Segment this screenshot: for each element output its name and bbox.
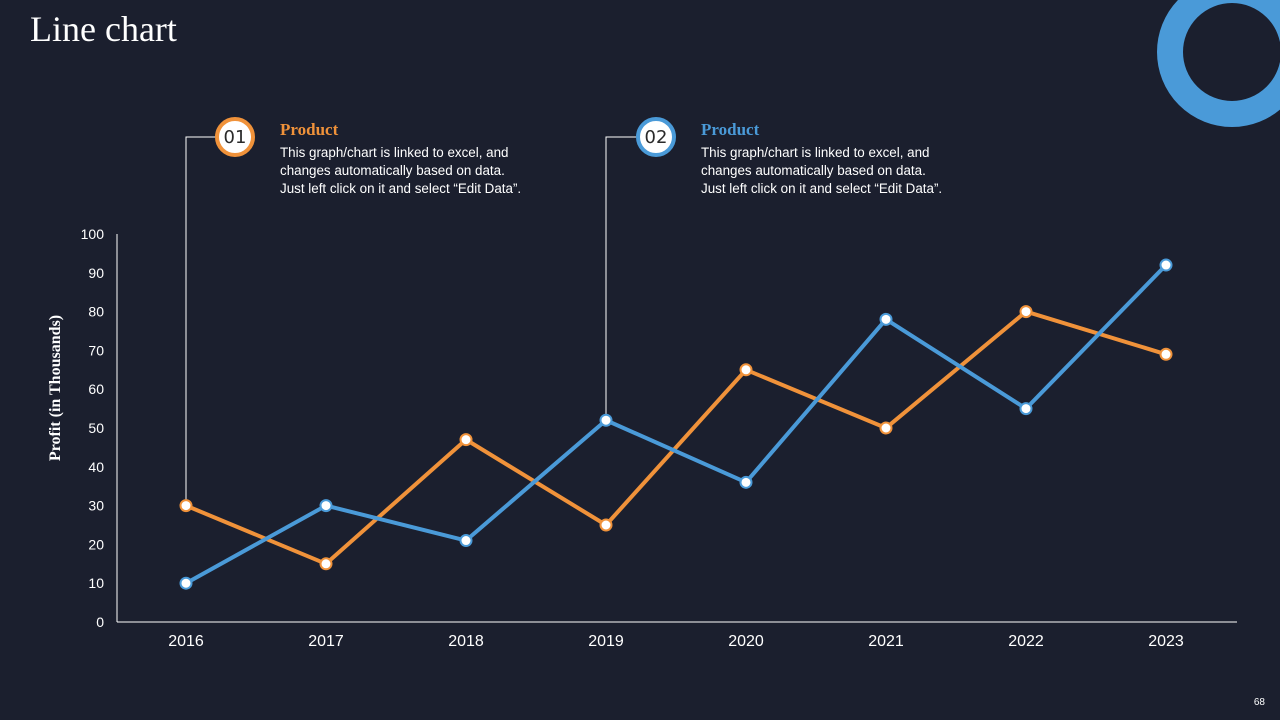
x-tick-label: 2020 <box>728 633 764 650</box>
callout-1-line-2: changes automatically based on data. <box>280 163 505 178</box>
y-tick-label: 70 <box>88 342 104 358</box>
page-number: 68 <box>1253 697 1265 708</box>
series-1-point <box>319 557 333 571</box>
series-1-line <box>184 309 1168 566</box>
callout-connectors <box>185 136 636 506</box>
x-tick-label: 2021 <box>868 633 904 650</box>
x-tick-label: 2016 <box>168 633 204 650</box>
series-2-point <box>319 499 333 513</box>
callout-1-line-1: This graph/chart is linked to excel, and <box>280 145 509 160</box>
y-tick-label: 30 <box>88 498 104 514</box>
chart-labels: 0 10 20 30 40 50 60 70 80 90 100 2016 2017 2018 2019 20… <box>47 226 1184 650</box>
series-1-point <box>1019 305 1033 319</box>
y-tick-label: 50 <box>88 420 104 436</box>
x-tick-label: 2022 <box>1008 633 1044 650</box>
series-1-point <box>739 363 753 377</box>
callout-2-line-3: Just left click on it and select “Edit D… <box>701 181 943 196</box>
y-tick-label: 0 <box>96 614 104 630</box>
series-2-point <box>1159 258 1173 272</box>
callout-2-line-2: changes automatically based on data. <box>701 163 926 178</box>
callout-1-number-badge: 01 <box>215 117 255 157</box>
callout-2-line-1: This graph/chart is linked to excel, and <box>701 145 930 160</box>
series-2-point <box>879 312 893 326</box>
y-tick-label: 90 <box>88 265 104 281</box>
x-tick-label: 2023 <box>1148 633 1184 650</box>
series-2-point <box>179 576 193 590</box>
y-tick-label: 20 <box>88 536 104 552</box>
callout-2-connector <box>605 136 636 421</box>
y-tick-label: 80 <box>88 304 104 320</box>
y-tick-label: 60 <box>88 381 104 397</box>
series-1-point <box>879 421 893 435</box>
callout-2-number-badge: 02 <box>636 117 676 157</box>
series-2-line <box>184 263 1168 586</box>
series-1-point <box>1159 347 1173 361</box>
chart-series-lines <box>184 263 1168 586</box>
series-2-point <box>739 475 753 489</box>
series-1-point <box>459 433 473 447</box>
x-tick-label: 2017 <box>308 633 344 650</box>
y-tick-label: 100 <box>81 226 105 242</box>
callout-1-number: 01 <box>223 126 247 148</box>
callout-2-description: This graph/chart is linked to excel, and… <box>701 144 1001 198</box>
x-tick-label: 2019 <box>588 633 624 650</box>
chart-points <box>179 258 1173 590</box>
series-1-point <box>599 518 613 532</box>
callout-1-heading: Product <box>280 120 339 139</box>
callout-1-connector <box>185 136 215 506</box>
callout-2-heading: Product <box>701 120 760 139</box>
y-axis-title: Profit (in Thousands) <box>47 315 64 461</box>
page-title: Line chart <box>30 9 177 49</box>
callout-1-description: This graph/chart is linked to excel, and… <box>280 144 580 198</box>
series-1-point <box>179 499 193 513</box>
chart-axes <box>116 234 1237 623</box>
callout-2-number: 02 <box>644 126 668 148</box>
y-tick-label: 10 <box>88 575 104 591</box>
callout-1-line-3: Just left click on it and select “Edit D… <box>280 181 522 196</box>
series-2-point <box>599 413 613 427</box>
series-2-point <box>1019 402 1033 416</box>
series-2-point <box>459 534 473 548</box>
x-tick-label: 2018 <box>448 633 484 650</box>
y-tick-label: 40 <box>88 459 104 475</box>
